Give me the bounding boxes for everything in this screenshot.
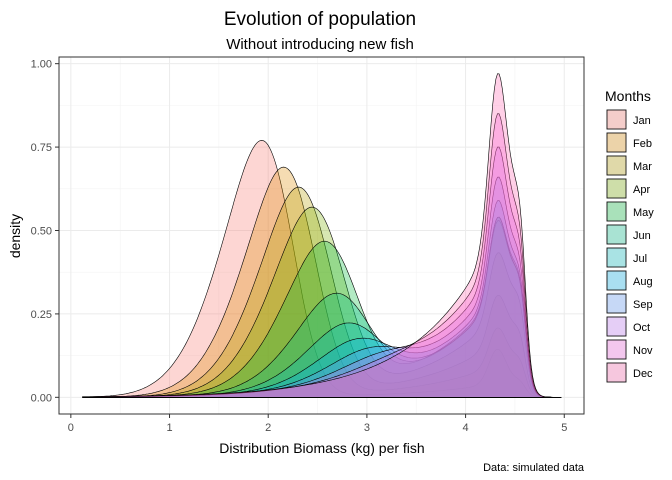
legend-key-dec: [606, 362, 627, 383]
y-tick-label: 1.00: [31, 59, 52, 71]
legend-key-jul: [606, 247, 627, 268]
legend-label-jun: Jun: [633, 230, 651, 242]
legend-title: Months: [605, 88, 651, 104]
legend-key-bg: [606, 247, 627, 268]
legend-key-apr: [606, 178, 627, 199]
legend-label-feb: Feb: [633, 138, 652, 150]
legend-label-jan: Jan: [633, 115, 651, 127]
legend-label-nov: Nov: [633, 345, 653, 357]
x-axis-title: Distribution Biomass (kg) per fish: [219, 440, 424, 456]
x-tick-label: 1: [166, 422, 172, 434]
legend-key-nov: [606, 339, 627, 360]
x-tick-label: 3: [364, 422, 370, 434]
legend-label-dec: Dec: [633, 368, 653, 380]
panel-border: [58, 56, 585, 415]
legend-key-bg: [606, 109, 627, 130]
y-tick-label: 0.75: [31, 142, 52, 154]
density-area-mar: [82, 186, 562, 398]
legend-key-aug: [606, 270, 627, 291]
y-axis: 0.00 0.25 0.50 0.75 1.00: [31, 59, 59, 404]
legend-label-mar: Mar: [633, 161, 652, 173]
legend-key-bg: [606, 362, 627, 383]
legend: Months Jan Feb Mar Apr May Jun Jul Aug Sep Oct Nov…: [605, 88, 654, 383]
legend-label-jul: Jul: [633, 253, 647, 265]
density-area-dec: [82, 73, 562, 398]
y-tick-label: 0.25: [31, 309, 52, 321]
y-tick-label: 0.00: [31, 392, 52, 404]
x-tick-label: 2: [265, 422, 271, 434]
density-areas: [82, 73, 562, 398]
legend-key-bg: [606, 316, 627, 337]
x-axis: 0 1 2 3 4 5: [68, 414, 567, 434]
legend-key-may: [606, 201, 627, 222]
legend-key-bg: [606, 270, 627, 291]
legend-key-bg: [606, 155, 627, 176]
legend-label-oct: Oct: [633, 322, 650, 334]
legend-key-jan: [606, 109, 627, 130]
legend-key-mar: [606, 155, 627, 176]
legend-key-bg: [606, 132, 627, 153]
x-tick-label: 5: [561, 422, 567, 434]
y-tick-label: 0.50: [31, 225, 52, 237]
chart-caption: Data: simulated data: [483, 462, 585, 474]
legend-label-apr: Apr: [633, 184, 650, 196]
legend-key-feb: [606, 132, 627, 153]
chart-subtitle: Without introducing new fish: [226, 36, 414, 53]
chart-title: Evolution of population: [224, 9, 416, 30]
x-tick-label: 4: [463, 422, 469, 434]
x-tick-label: 0: [68, 422, 74, 434]
legend-key-bg: [606, 178, 627, 199]
y-axis-title: density: [7, 214, 23, 258]
legend-key-bg: [606, 224, 627, 245]
grid-lines: [59, 57, 584, 414]
legend-key-bg: [606, 201, 627, 222]
legend-label-may: May: [633, 207, 654, 219]
legend-key-sep: [606, 293, 627, 314]
legend-key-bg: [606, 293, 627, 314]
density-area-feb: [82, 166, 562, 398]
density-area-jan: [82, 140, 562, 398]
legend-label-aug: Aug: [633, 276, 653, 288]
legend-key-oct: [606, 316, 627, 337]
legend-key-bg: [606, 339, 627, 360]
legend-key-jun: [606, 224, 627, 245]
legend-label-sep: Sep: [633, 299, 653, 311]
